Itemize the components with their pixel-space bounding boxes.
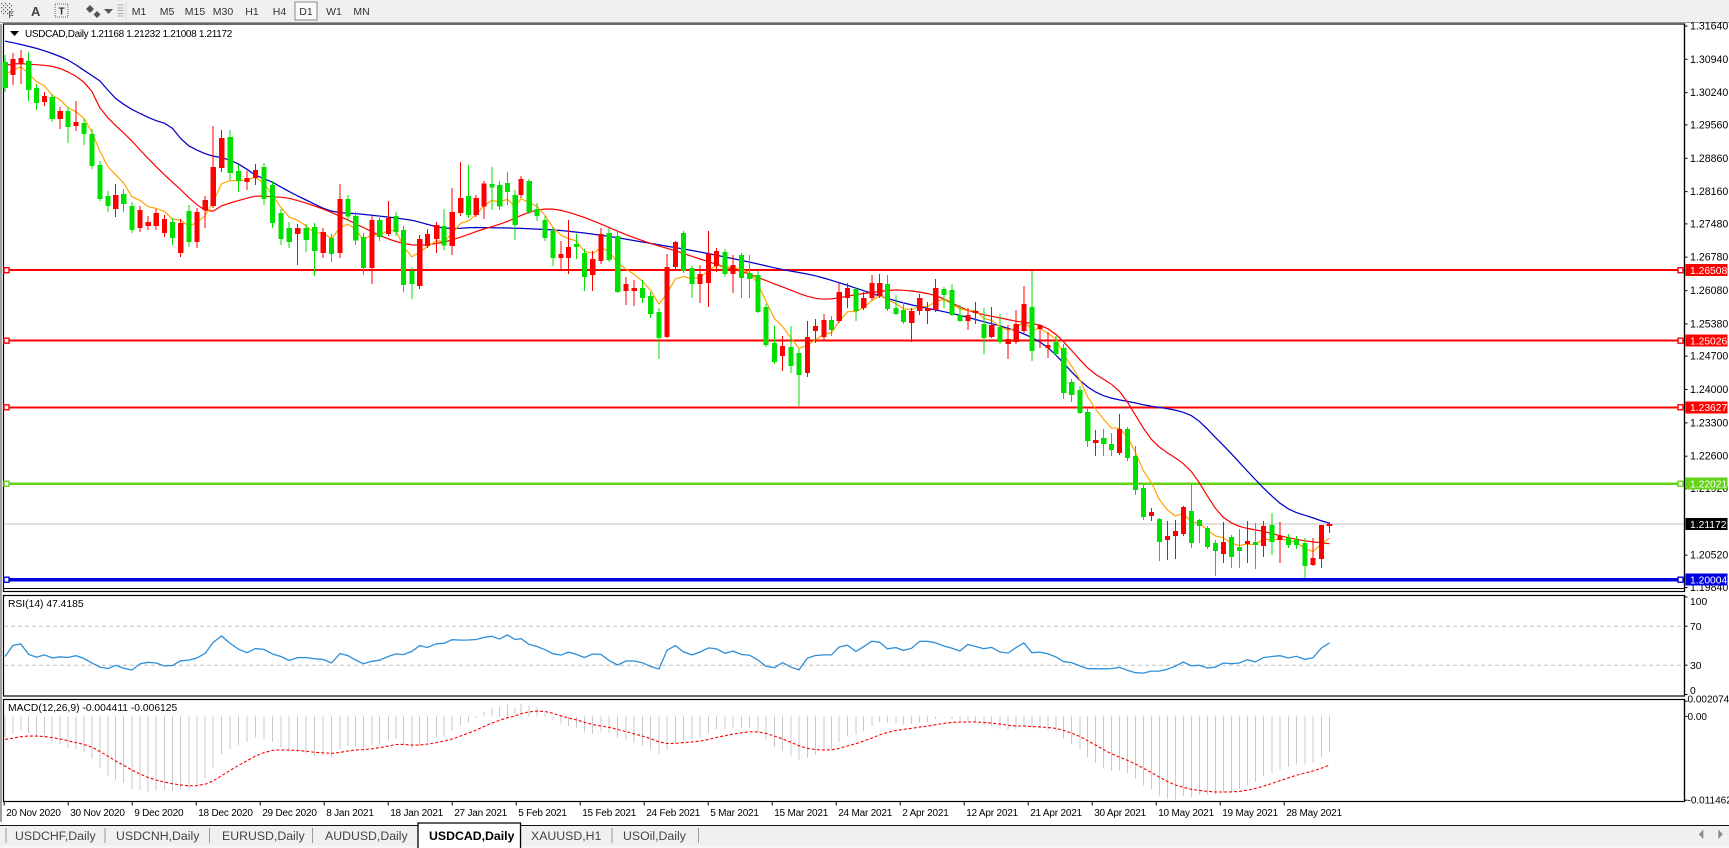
svg-text:MN: MN — [353, 6, 369, 18]
svg-text:100: 100 — [1690, 597, 1707, 608]
svg-text:USDCHF,Daily: USDCHF,Daily — [15, 829, 96, 843]
svg-text:15 Mar 2021: 15 Mar 2021 — [774, 808, 829, 819]
svg-text:AUDUSD,Daily: AUDUSD,Daily — [325, 829, 409, 843]
svg-text:MACD(12,26,9) -0.004411 -0.006: MACD(12,26,9) -0.004411 -0.006125 — [8, 703, 178, 714]
svg-text:EURUSD,Daily: EURUSD,Daily — [222, 829, 306, 843]
svg-text:1.30940: 1.30940 — [1690, 54, 1728, 66]
svg-text:30 Apr 2021: 30 Apr 2021 — [1094, 808, 1146, 819]
svg-text:1.31640: 1.31640 — [1690, 21, 1728, 33]
svg-text:M30: M30 — [213, 6, 234, 18]
svg-text:1.26508: 1.26508 — [1690, 266, 1727, 277]
svg-text:A: A — [31, 4, 41, 19]
svg-text:1.28160: 1.28160 — [1690, 186, 1728, 198]
svg-text:M5: M5 — [160, 6, 175, 18]
svg-text:XAUUSD,H1: XAUUSD,H1 — [531, 829, 602, 843]
svg-text:70: 70 — [1690, 622, 1702, 633]
svg-text:D1: D1 — [299, 6, 313, 18]
svg-text:RSI(14) 47.4185: RSI(14) 47.4185 — [8, 599, 84, 610]
svg-text:H1: H1 — [245, 6, 259, 18]
svg-text:1.20520: 1.20520 — [1690, 550, 1728, 562]
svg-text:1.27480: 1.27480 — [1690, 218, 1728, 230]
svg-text:1.29560: 1.29560 — [1690, 119, 1728, 131]
svg-text:1.25380: 1.25380 — [1690, 318, 1728, 330]
svg-text:5 Mar 2021: 5 Mar 2021 — [710, 808, 759, 819]
svg-text:1.26780: 1.26780 — [1690, 252, 1728, 264]
svg-text:27 Jan 2021: 27 Jan 2021 — [454, 808, 507, 819]
svg-text:T: T — [59, 7, 65, 18]
svg-text:1.30240: 1.30240 — [1690, 87, 1728, 99]
svg-text:29 Dec 2020: 29 Dec 2020 — [262, 808, 317, 819]
svg-text:5 Feb 2021: 5 Feb 2021 — [518, 808, 567, 819]
svg-text:USOil,Daily: USOil,Daily — [623, 829, 687, 843]
svg-text:18 Jan 2021: 18 Jan 2021 — [390, 808, 443, 819]
svg-text:1.23300: 1.23300 — [1690, 417, 1728, 429]
svg-text:30: 30 — [1690, 661, 1702, 672]
svg-text:18 Dec 2020: 18 Dec 2020 — [198, 808, 253, 819]
svg-text:30 Nov 2020: 30 Nov 2020 — [70, 808, 125, 819]
svg-text:9 Dec 2020: 9 Dec 2020 — [134, 808, 184, 819]
svg-text:1.26080: 1.26080 — [1690, 285, 1728, 297]
svg-text:1.25026: 1.25026 — [1690, 337, 1727, 348]
svg-text:USDCAD,Daily: USDCAD,Daily — [429, 829, 515, 843]
svg-text:1.23627: 1.23627 — [1690, 403, 1727, 414]
svg-text:1.22021: 1.22021 — [1690, 480, 1727, 491]
svg-text:28 May 2021: 28 May 2021 — [1286, 808, 1342, 819]
svg-text:H4: H4 — [273, 6, 287, 18]
svg-text:0.002074: 0.002074 — [1688, 695, 1729, 706]
svg-text:24 Feb 2021: 24 Feb 2021 — [646, 808, 701, 819]
svg-text:24 Mar 2021: 24 Mar 2021 — [838, 808, 893, 819]
svg-text:15 Feb 2021: 15 Feb 2021 — [582, 808, 637, 819]
svg-text:F: F — [9, 10, 15, 20]
svg-text:0: 0 — [1690, 686, 1696, 697]
svg-text:2 Apr 2021: 2 Apr 2021 — [902, 808, 949, 819]
svg-text:1.24000: 1.24000 — [1690, 384, 1728, 396]
svg-text:8 Jan 2021: 8 Jan 2021 — [326, 808, 374, 819]
svg-text:1.20004: 1.20004 — [1690, 576, 1727, 587]
svg-text:M15: M15 — [185, 6, 206, 18]
svg-text:-0.011462: -0.011462 — [1688, 796, 1729, 807]
svg-text:10 May 2021: 10 May 2021 — [1158, 808, 1214, 819]
svg-text:1.22600: 1.22600 — [1690, 451, 1728, 463]
svg-text:W1: W1 — [326, 6, 342, 18]
svg-text:USDCNH,Daily: USDCNH,Daily — [116, 829, 200, 843]
svg-text:1.21172: 1.21172 — [1690, 520, 1727, 531]
svg-text:M1: M1 — [132, 6, 147, 18]
svg-text:12 Apr 2021: 12 Apr 2021 — [966, 808, 1018, 819]
svg-text:1.24700: 1.24700 — [1690, 351, 1728, 363]
svg-text:19 May 2021: 19 May 2021 — [1222, 808, 1278, 819]
svg-text:20 Nov 2020: 20 Nov 2020 — [6, 808, 61, 819]
svg-text:0.00: 0.00 — [1688, 712, 1708, 723]
svg-text:USDCAD,Daily 1.21168 1.21232: USDCAD,Daily 1.21168 1.21232 1.21008 1.2… — [25, 29, 233, 40]
svg-text:21 Apr 2021: 21 Apr 2021 — [1030, 808, 1082, 819]
svg-text:1.28860: 1.28860 — [1690, 153, 1728, 165]
